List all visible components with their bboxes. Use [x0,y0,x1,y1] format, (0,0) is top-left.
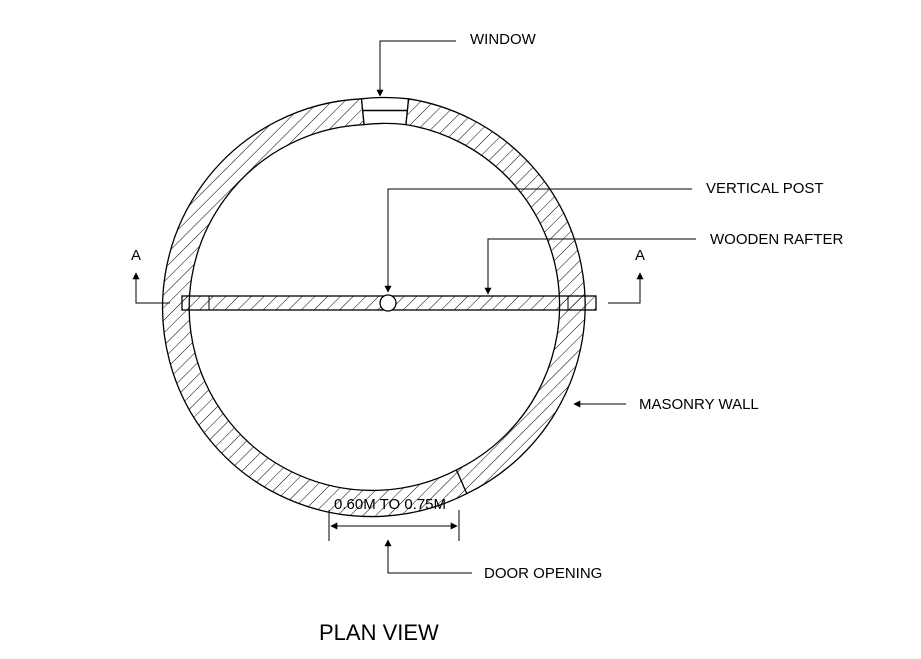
drawing-title: PLAN VIEW [319,620,439,645]
vertical-post [379,294,397,312]
section-mark-left [132,272,170,304]
door-opening-leader [384,539,472,574]
wooden-rafter-leader [484,238,696,295]
window-leader [376,40,456,97]
section-label-left: A [131,247,141,264]
vertical-post-leader [384,188,692,293]
masonry-wall-label: MASONRY WALL [639,396,759,413]
door-width-label: 0.60M TO 0.75M [334,496,446,513]
door-opening-label: DOOR OPENING [484,565,602,582]
masonry-wall [161,98,586,518]
section-mark-right [608,272,644,304]
vertical-post-label: VERTICAL POST [706,180,824,197]
wooden-rafter-label: WOODEN RAFTER [710,231,843,248]
window-label: WINDOW [470,31,537,48]
section-label-right: A [635,247,645,264]
